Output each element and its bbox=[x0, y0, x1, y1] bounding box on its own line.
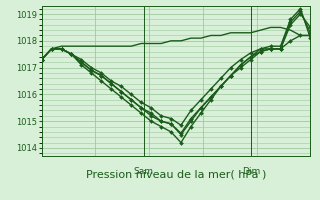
Text: Sam: Sam bbox=[134, 166, 154, 176]
Text: Dim: Dim bbox=[242, 166, 260, 176]
X-axis label: Pression niveau de la mer( hPa ): Pression niveau de la mer( hPa ) bbox=[86, 170, 266, 180]
